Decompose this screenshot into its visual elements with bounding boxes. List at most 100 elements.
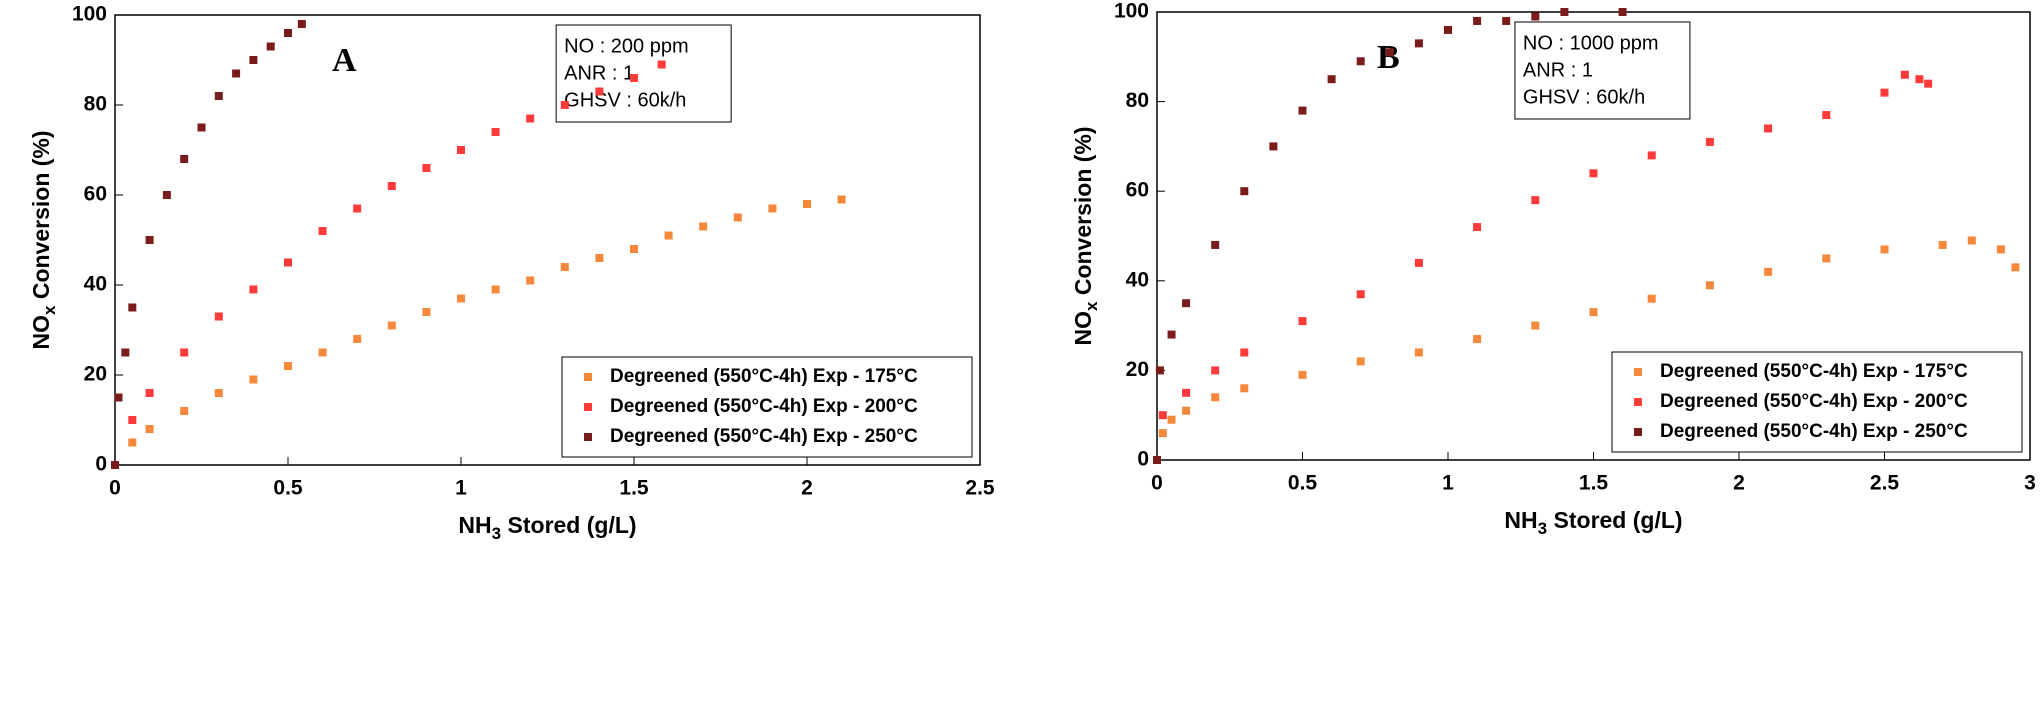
x-axis-label-rest: Stored (g/L): [1547, 507, 1682, 533]
annotation: ANR : 1: [1523, 59, 1593, 81]
legend-label: Degreened (550°C-4h) Exp - 250°C: [1660, 421, 1968, 442]
annotation: NO : 200 ppm: [564, 35, 689, 57]
y-tick-label: 60: [1126, 179, 1149, 202]
y-tick-label: 100: [72, 3, 107, 26]
y-axis-label-group: NOx Conversion (%): [28, 130, 59, 349]
point: [768, 204, 777, 213]
y-tick-label: 0: [1137, 448, 1149, 471]
point: [595, 254, 604, 262]
point: [1967, 236, 1976, 245]
point: [1560, 8, 1569, 16]
legend-marker: [1634, 398, 1642, 406]
y-axis-label-main: NO: [1070, 311, 1096, 346]
point: [232, 69, 241, 78]
point: [1444, 25, 1452, 34]
point: [803, 200, 811, 208]
point: [1414, 39, 1423, 48]
x-tick-label: 0.5: [1288, 472, 1318, 495]
point: [111, 461, 119, 469]
point: [180, 407, 189, 415]
point: [630, 74, 638, 82]
point: [249, 285, 258, 294]
x-tick-label: 0.5: [273, 477, 303, 500]
point: [249, 56, 258, 64]
point: [733, 213, 742, 222]
point: [284, 29, 292, 37]
point: [145, 389, 154, 397]
point: [1240, 384, 1249, 393]
y-axis-label-rest: Conversion (%): [28, 130, 54, 305]
point: [197, 123, 206, 132]
point: [1153, 456, 1161, 464]
point: [1240, 348, 1249, 357]
x-tick-label: 1: [1442, 472, 1454, 495]
x-tick-label: 2: [1733, 472, 1745, 495]
y-axis-label-sub: x: [1082, 301, 1101, 311]
point: [1356, 290, 1365, 299]
point: [214, 389, 223, 397]
point: [1182, 299, 1191, 308]
point: [2011, 263, 2020, 272]
point: [491, 285, 500, 294]
point: [297, 20, 306, 28]
point: [1298, 106, 1307, 115]
y-tick-label: 60: [84, 183, 107, 206]
point: [1158, 411, 1167, 420]
point: [249, 375, 258, 384]
point: [121, 348, 130, 357]
point: [1589, 308, 1598, 317]
point: [1647, 294, 1656, 303]
y-tick-label: 100: [1114, 0, 1149, 23]
point: [1211, 393, 1220, 402]
y-tick-label: 20: [1126, 358, 1149, 381]
legend-marker: [1634, 368, 1642, 376]
point: [1938, 240, 1947, 249]
point: [1764, 267, 1773, 276]
point: [1414, 258, 1423, 267]
y-axis-label-group: NOx Conversion (%): [1070, 126, 1101, 345]
point: [1356, 357, 1365, 366]
y-axis-label: NOx Conversion (%): [1070, 126, 1101, 345]
point: [657, 60, 666, 69]
point: [353, 204, 362, 213]
point: [128, 303, 137, 312]
point: [526, 276, 535, 285]
point: [1269, 142, 1278, 151]
point: [266, 42, 275, 51]
x-axis-label-sub: 3: [1538, 519, 1547, 538]
point: [1996, 245, 2005, 254]
point: [1167, 330, 1176, 339]
y-tick-label: 80: [1126, 89, 1149, 112]
x-tick-label: 2.5: [1870, 472, 1900, 495]
point: [422, 308, 431, 316]
point: [214, 312, 223, 321]
chart-panel: 0 0.5 1 1.5 2 2.5 0 20 40 60 80 100 NH3 Stored (g/L)…: [28, 3, 995, 544]
point: [1705, 281, 1714, 290]
annotation-box: [555, 24, 732, 123]
point: [422, 164, 431, 172]
y-axis-label: NOx Conversion (%): [28, 130, 59, 349]
point: [1880, 88, 1889, 97]
x-axis-label-sub: 3: [492, 524, 501, 543]
point: [180, 348, 189, 357]
point: [1531, 321, 1540, 330]
x-axis-label: NH3 Stored (g/L): [458, 512, 636, 543]
point: [1356, 57, 1365, 66]
point: [318, 348, 327, 357]
point: [1531, 196, 1540, 205]
point: [1924, 79, 1933, 88]
panel-label: A: [332, 42, 357, 79]
point: [318, 227, 327, 235]
annotation: NO : 1000 ppm: [1523, 32, 1659, 54]
point: [1327, 75, 1336, 84]
x-axis-label-rest: Stored (g/L): [501, 512, 636, 538]
point: [1822, 111, 1831, 120]
point: [560, 263, 569, 271]
point: [387, 182, 396, 190]
point: [114, 393, 123, 402]
point: [595, 87, 604, 96]
legend-label: Degreened (550°C-4h) Exp - 250°C: [610, 426, 918, 447]
x-tick-label: 2: [801, 477, 813, 500]
point: [1502, 16, 1511, 25]
